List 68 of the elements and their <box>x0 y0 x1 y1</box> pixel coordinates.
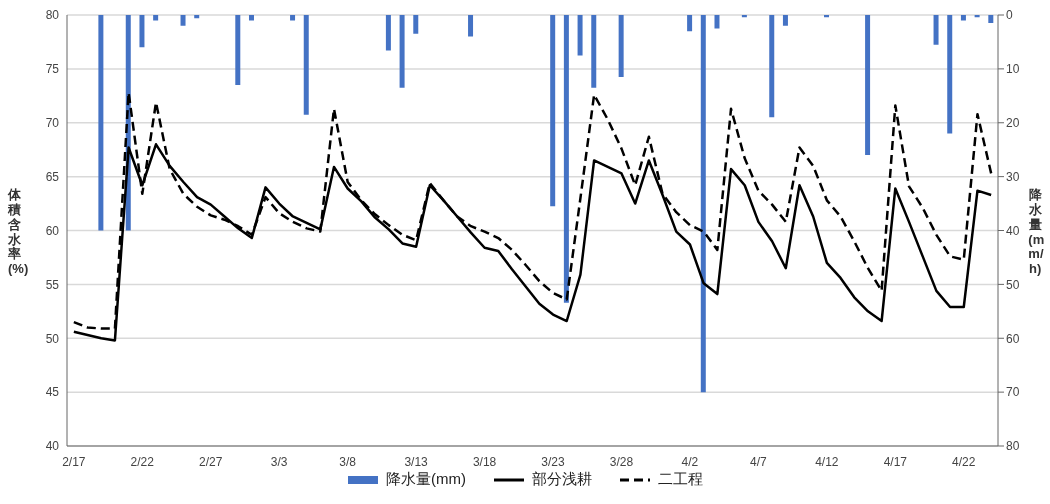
y2-tick-label: 60 <box>1006 331 1020 346</box>
bar <box>618 15 624 77</box>
y2-tick-label: 70 <box>1006 385 1020 400</box>
bar <box>385 15 391 51</box>
x-tick-label: 3/8 <box>339 455 357 469</box>
bar <box>714 15 720 29</box>
bar <box>303 15 309 115</box>
bar <box>194 15 200 19</box>
x-tick-label: 3/28 <box>609 455 634 469</box>
x-tick-label: 3/23 <box>541 455 566 469</box>
bar <box>563 15 569 303</box>
y2-tick-label: 30 <box>1006 169 1020 184</box>
y-tick-label: 55 <box>45 277 60 292</box>
y-tick-label: 50 <box>45 331 60 346</box>
bar <box>399 15 405 88</box>
y2-tick-label: 20 <box>1006 116 1020 131</box>
bar <box>988 15 994 24</box>
y-tick-label: 60 <box>45 223 60 238</box>
x-tick-label: 3/18 <box>472 455 497 469</box>
x-tick-label: 4/12 <box>815 455 839 469</box>
x-tick-label: 4/7 <box>750 455 768 469</box>
bar <box>180 15 186 26</box>
bar <box>824 15 830 18</box>
x-tick-label: 2/17 <box>62 455 86 469</box>
bar <box>974 15 980 18</box>
x-tick-label: 4/17 <box>883 455 908 469</box>
x-tick-label: 2/27 <box>199 455 223 469</box>
y-tick-label: 70 <box>45 116 60 131</box>
y2-axis-title: 降水量(mm/h) <box>1028 186 1045 278</box>
y2-tick-label: 50 <box>1006 277 1020 292</box>
bar <box>687 15 693 32</box>
bar <box>741 15 747 18</box>
bar <box>290 15 296 21</box>
y2-tick-label: 0 <box>1006 8 1013 23</box>
bar <box>865 15 871 156</box>
bar <box>960 15 966 21</box>
x-tick-label: 3/13 <box>404 455 429 469</box>
bar <box>769 15 775 118</box>
x-tick-label: 4/22 <box>952 455 976 469</box>
y-tick-label: 75 <box>45 62 60 77</box>
bar <box>139 15 145 48</box>
y-tick-label: 80 <box>45 8 60 23</box>
bar <box>577 15 583 56</box>
y2-tick-label: 40 <box>1006 223 1020 238</box>
y-tick-label: 45 <box>45 385 60 400</box>
bar <box>413 15 419 34</box>
bar <box>591 15 597 88</box>
x-tick-label: 2/22 <box>130 455 155 469</box>
bar <box>248 15 254 21</box>
y-axis-title: 体積含水率(%) <box>8 186 29 278</box>
x-tick-label: 3/3 <box>270 455 288 469</box>
bar <box>235 15 241 86</box>
bar <box>550 15 556 207</box>
y2-tick-label: 80 <box>1006 439 1020 454</box>
bar <box>153 15 159 21</box>
bar <box>933 15 939 45</box>
legend-label: 部分浅耕 <box>531 470 592 489</box>
bar <box>947 15 953 134</box>
y2-tick-label: 10 <box>1006 62 1020 77</box>
bar <box>782 15 788 26</box>
bar <box>98 15 104 231</box>
bar <box>700 15 706 393</box>
x-tick-label: 4/2 <box>681 455 699 469</box>
legend-label: 降水量(mm) <box>386 470 466 489</box>
bar <box>468 15 474 37</box>
y-tick-label: 40 <box>45 439 60 454</box>
legend-label: 二工程 <box>657 470 703 489</box>
y-tick-label: 65 <box>45 169 60 184</box>
